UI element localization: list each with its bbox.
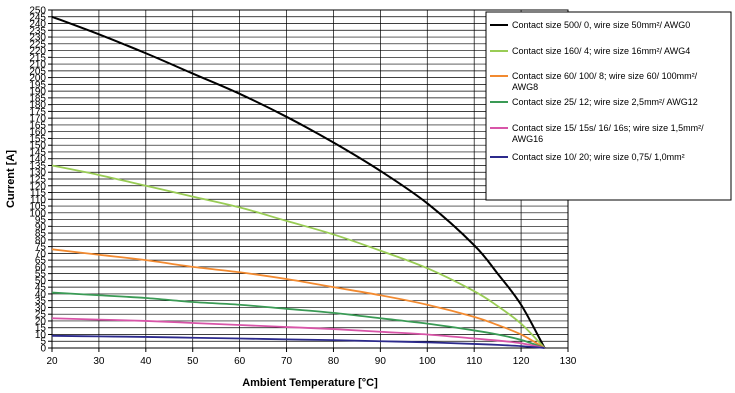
- y-tick-label: 200: [29, 73, 46, 84]
- y-tick-label: 120: [29, 181, 46, 192]
- legend-label: Contact size 60/ 100/ 8; wire size 60/ 1…: [512, 71, 698, 81]
- y-tick-label: 175: [29, 107, 46, 118]
- y-tick-label: 55: [35, 269, 47, 280]
- legend: Contact size 500/ 0, wire size 50mm²/ AW…: [485, 11, 732, 201]
- x-axis-title: Ambient Temperature [°C]: [242, 377, 378, 389]
- y-tick-label: 65: [35, 256, 47, 267]
- y-tick-label: 210: [29, 60, 46, 71]
- y-tick-label: 135: [29, 161, 46, 172]
- series-line-2: [51, 164, 546, 349]
- y-tick-label: 130: [29, 168, 46, 179]
- y-tick-label: 235: [29, 26, 46, 37]
- legend-label: Contact size 25/ 12; wire size 2,5mm²/ A…: [512, 97, 698, 107]
- y-tick-label: 190: [29, 87, 46, 98]
- y-tick-label: 250: [29, 6, 46, 17]
- y-tick-label: 35: [35, 296, 47, 307]
- y-tick-label: 80: [35, 235, 47, 246]
- y-tick-label: 105: [29, 202, 46, 213]
- y-tick-label: 30: [35, 303, 47, 314]
- x-tick-label: 100: [419, 356, 436, 367]
- y-tick-label: 85: [35, 229, 47, 240]
- y-tick-label: 220: [29, 46, 46, 57]
- series-line-5: [51, 317, 545, 349]
- y-tick-label: 70: [35, 249, 47, 260]
- y-tick-label: 140: [29, 154, 46, 165]
- x-tick-label: 130: [560, 356, 577, 367]
- y-tick-label: 240: [29, 19, 46, 30]
- y-tick-label: 15: [35, 323, 47, 334]
- legend-label: AWG8: [512, 82, 538, 92]
- y-tick-label: 245: [29, 12, 46, 23]
- y-tick-label: 165: [29, 120, 46, 131]
- y-tick-label: 145: [29, 147, 46, 158]
- y-tick-label: 110: [30, 195, 46, 206]
- legend-label: Contact size 160/ 4; wire size 16mm²/ AW…: [512, 46, 690, 56]
- y-axis-title: Current [A]: [5, 150, 17, 208]
- y-tick-label: 90: [35, 222, 47, 233]
- y-tick-label: 115: [30, 188, 46, 199]
- legend-label: AWG16: [512, 134, 543, 144]
- y-tick-label: 25: [35, 310, 47, 321]
- y-tick-label: 195: [29, 80, 46, 91]
- series-lines: [51, 15, 546, 349]
- y-tick-label: 60: [35, 262, 47, 273]
- x-tick-label: 90: [375, 356, 387, 367]
- y-tick-label: 125: [29, 175, 46, 186]
- y-tick-label: 225: [29, 39, 46, 50]
- x-tick-label: 30: [93, 356, 105, 367]
- y-tick-label: 170: [29, 114, 46, 125]
- series-line-3: [51, 248, 545, 349]
- y-tick-label: 5: [40, 337, 46, 348]
- y-tick-label: 100: [29, 208, 46, 219]
- y-tick-label: 150: [29, 141, 46, 152]
- y-tick-label: 75: [35, 242, 47, 253]
- legend-label: Contact size 10/ 20; wire size 0,75/ 1,0…: [512, 152, 685, 162]
- grid: [51, 9, 569, 349]
- x-tick-label: 20: [46, 356, 58, 367]
- legend-label: Contact size 500/ 0, wire size 50mm²/ AW…: [512, 20, 690, 30]
- y-tick-label: 95: [35, 215, 47, 226]
- y-tick-label: 160: [29, 127, 46, 138]
- legend-box: [485, 11, 732, 201]
- y-tick-label: 230: [29, 33, 46, 44]
- tick-labels: 20 30 40 50 60 70 80 90 100 110 120 130051015202530…: [29, 6, 576, 368]
- x-tick-label: 50: [187, 356, 199, 367]
- legend-label: Contact size 15/ 15s/ 16/ 16s; wire size…: [512, 123, 704, 133]
- y-tick-label: 10: [35, 330, 47, 341]
- y-tick-label: 205: [29, 66, 46, 77]
- x-tick-label: 70: [281, 356, 293, 367]
- series-line-4: [51, 291, 545, 349]
- y-tick-label: 20: [35, 316, 47, 327]
- y-tick-label: 40: [35, 289, 47, 300]
- y-tick-label: 215: [29, 53, 46, 64]
- x-tick-label: 120: [513, 356, 530, 367]
- y-tick-label: 155: [29, 134, 46, 145]
- x-tick-label: 60: [234, 356, 246, 367]
- y-tick-label: 185: [29, 93, 46, 104]
- y-tick-label: 0: [40, 344, 46, 355]
- y-tick-label: 50: [35, 276, 47, 287]
- series-line-1: [51, 15, 546, 349]
- y-tick-label: 180: [29, 100, 46, 111]
- x-tick-label: 80: [328, 356, 340, 367]
- series-line-6: [51, 334, 545, 349]
- x-tick-label: 110: [466, 356, 482, 367]
- y-tick-label: 45: [35, 283, 47, 294]
- x-tick-label: 40: [140, 356, 152, 367]
